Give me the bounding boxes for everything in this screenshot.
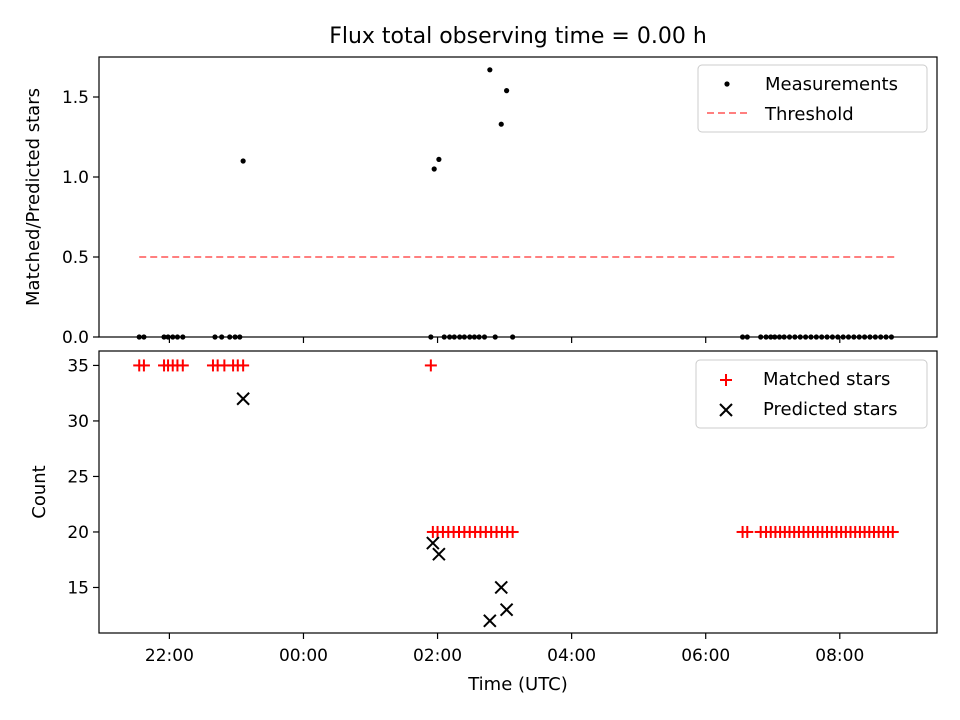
bottom-x-tick-label: 04:00 xyxy=(547,646,596,666)
top-y-tick-label: 0.0 xyxy=(62,328,89,348)
bottom-x-tick-label: 06:00 xyxy=(681,646,730,666)
predicted-stars-point xyxy=(236,392,250,406)
top-axes-frame xyxy=(98,56,938,338)
bottom-legend: Matched stars Predicted stars xyxy=(695,359,928,429)
measurements-point xyxy=(240,158,246,164)
predicted-stars-point xyxy=(483,614,497,628)
bottom-y-axis: 15 20 25 30 35 xyxy=(67,356,99,598)
matched-stars-point xyxy=(741,525,754,538)
legend-marker-predicted-stars xyxy=(719,403,733,417)
matched-stars-point xyxy=(137,359,150,372)
measurements-point xyxy=(498,121,504,127)
predicted-stars-point xyxy=(432,547,446,561)
matched-stars-point xyxy=(237,359,250,372)
measurements-point xyxy=(487,67,493,73)
top-chart-title: Flux total observing time = 0.00 h xyxy=(329,24,707,49)
matched-stars-point xyxy=(886,525,899,538)
top-legend-box xyxy=(697,64,928,133)
legend-marker-measurements xyxy=(724,81,730,87)
top-x-axis xyxy=(168,337,841,343)
bottom-y-tick-label: 15 xyxy=(67,578,89,598)
top-y-tick-label: 1.0 xyxy=(62,168,89,188)
top-y-tick-label: 0.5 xyxy=(62,248,89,268)
measurements-point xyxy=(431,166,437,172)
top-legend: Measurements Threshold xyxy=(697,64,928,133)
bottom-x-axis: 22:00 00:00 02:00 04:00 06:00 08:00 xyxy=(145,633,864,666)
legend-label-measurements: Measurements xyxy=(765,74,898,95)
measurements-point xyxy=(504,88,510,94)
bottom-legend-box xyxy=(695,359,928,429)
measurements-point xyxy=(436,156,442,162)
legend-marker-matched-stars xyxy=(720,374,732,386)
bottom-y-tick-label: 30 xyxy=(67,412,89,432)
bottom-x-tick-label: 22:00 xyxy=(145,646,194,666)
bottom-y-axis-label: Count xyxy=(29,465,50,518)
bottom-panel: 15 20 25 30 35 22:00 00:00 02:00 04:00 06:00 08:0… xyxy=(29,350,938,695)
bottom-x-tick-label: 08:00 xyxy=(815,646,864,666)
bottom-x-tick-label: 00:00 xyxy=(279,646,328,666)
bottom-y-tick-label: 35 xyxy=(67,356,89,376)
top-y-axis-label: Matched/Predicted stars xyxy=(23,88,44,306)
predicted-stars-point xyxy=(499,602,514,617)
top-y-tick-label: 1.5 xyxy=(62,88,89,108)
matched-stars-point xyxy=(176,359,189,372)
matched-stars-point xyxy=(506,525,519,538)
x-axis-label: Time (UTC) xyxy=(467,674,568,695)
legend-label-matched-stars: Matched stars xyxy=(763,369,890,390)
bottom-x-tick-label: 02:00 xyxy=(413,646,462,666)
bottom-y-tick-label: 20 xyxy=(67,523,89,543)
legend-label-predicted-stars: Predicted stars xyxy=(763,399,897,420)
bottom-plot-marks xyxy=(133,359,899,628)
predicted-stars-point xyxy=(494,580,508,595)
bottom-y-tick-label: 25 xyxy=(67,467,89,487)
predicted-stars-point xyxy=(426,536,440,550)
top-panel: Flux total observing time = 0.00 h 0.00.… xyxy=(23,24,938,348)
matched-stars-point xyxy=(424,359,437,372)
bottom-axes-frame xyxy=(98,350,938,634)
top-y-axis: 0.0 0.5 1.0 1.5 xyxy=(62,88,99,348)
legend-label-threshold: Threshold xyxy=(764,104,854,125)
